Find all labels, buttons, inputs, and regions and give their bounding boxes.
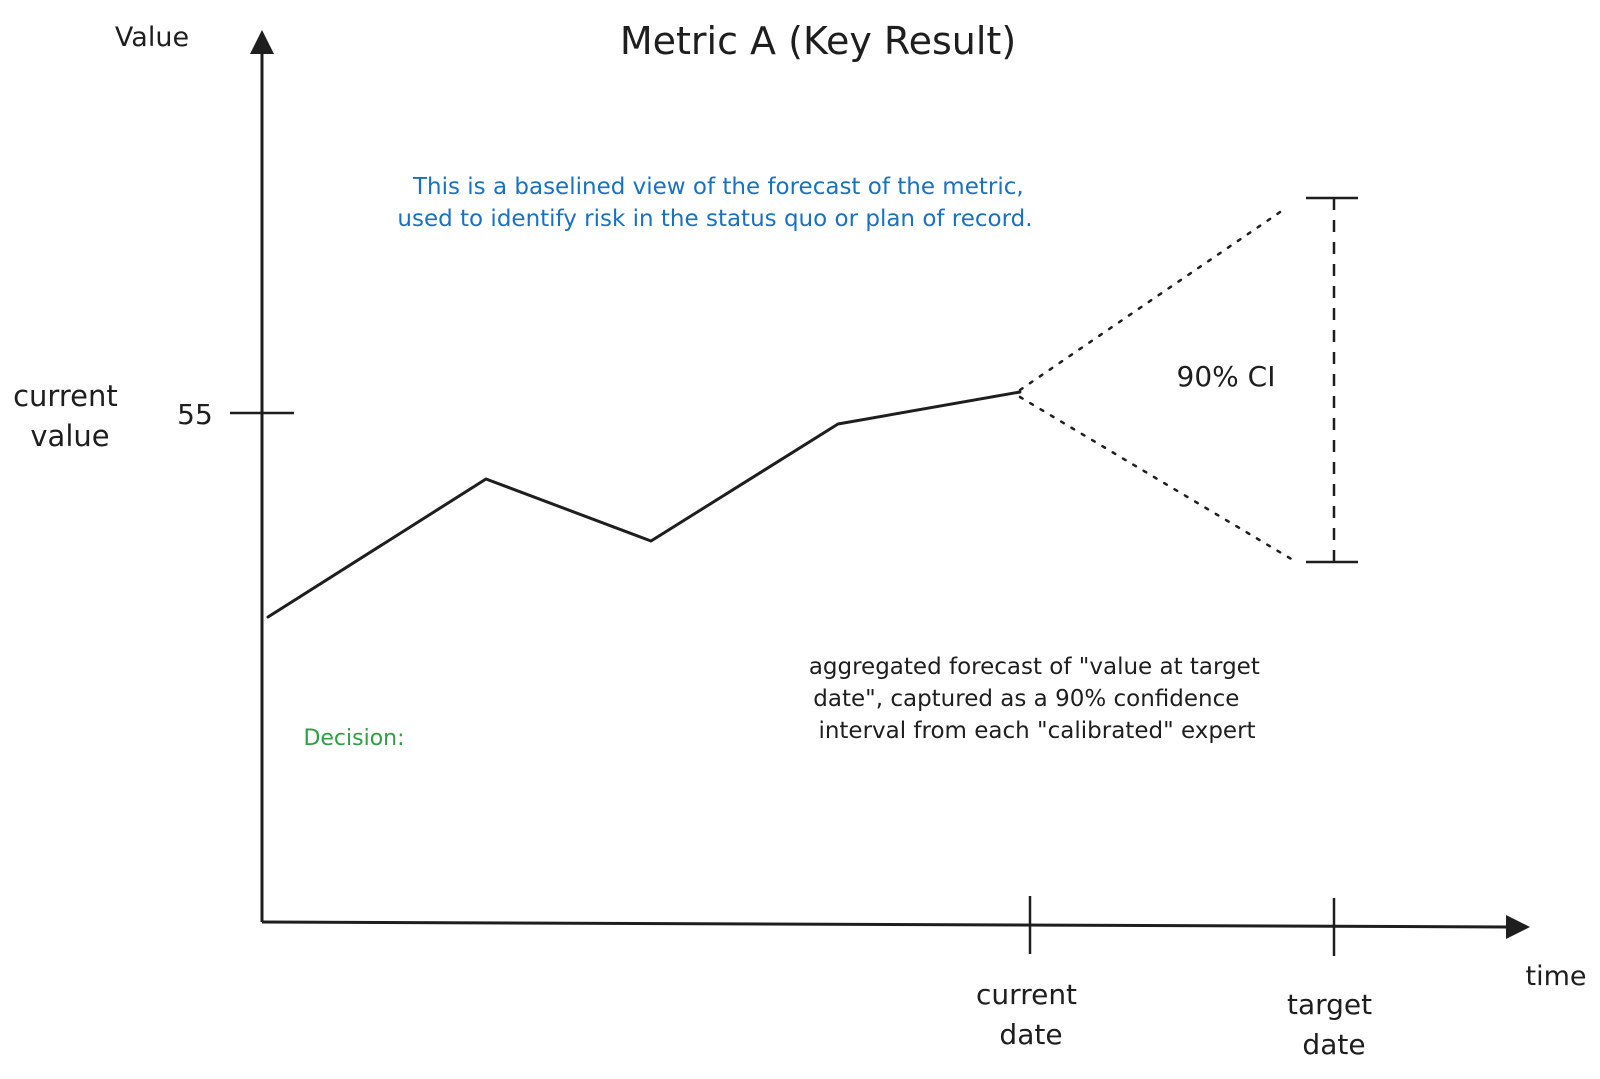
x-tick-label-line: date [1302, 1028, 1365, 1061]
forecast-lower-bound [1018, 395, 1300, 565]
diagram-title: Metric A (Key Result) [620, 19, 1016, 63]
historical-metric-line [266, 390, 1022, 619]
y-tick-label-line: value [30, 419, 109, 453]
y-axis-label: Value [115, 22, 189, 53]
x-tick-label-line: target [1287, 988, 1372, 1021]
x-tick-label-line: date [999, 1018, 1062, 1051]
forecast-note-line: interval from each "calibrated" expert [818, 718, 1255, 744]
ci-label: 90% CI [1177, 360, 1276, 393]
x-tick-label-line: current [976, 978, 1077, 1011]
x-axis-label: time [1525, 961, 1586, 992]
decision-label: Decision: [303, 726, 404, 751]
y-axis-arrowhead [250, 30, 274, 54]
forecast-note: aggregated forecast of "value at target … [809, 654, 1267, 744]
y-tick-label: current value [13, 379, 127, 453]
x-tick-label-target-date: target date [1287, 988, 1381, 1061]
y-tick-value: 55 [177, 398, 213, 431]
forecast-note-line: date", captured as a 90% confidence [813, 686, 1239, 712]
description-line: used to identify risk in the status quo … [397, 206, 1032, 232]
description-note: This is a baselined view of the forecast… [397, 174, 1032, 232]
forecast-note-line: aggregated forecast of "value at target [809, 654, 1260, 680]
description-line: This is a baselined view of the forecast… [412, 174, 1024, 200]
x-tick-label-current-date: current date [976, 978, 1086, 1051]
x-axis-arrowhead [1506, 915, 1530, 939]
x-axis-line [261, 920, 1509, 929]
y-tick-label-line: current [13, 379, 118, 413]
